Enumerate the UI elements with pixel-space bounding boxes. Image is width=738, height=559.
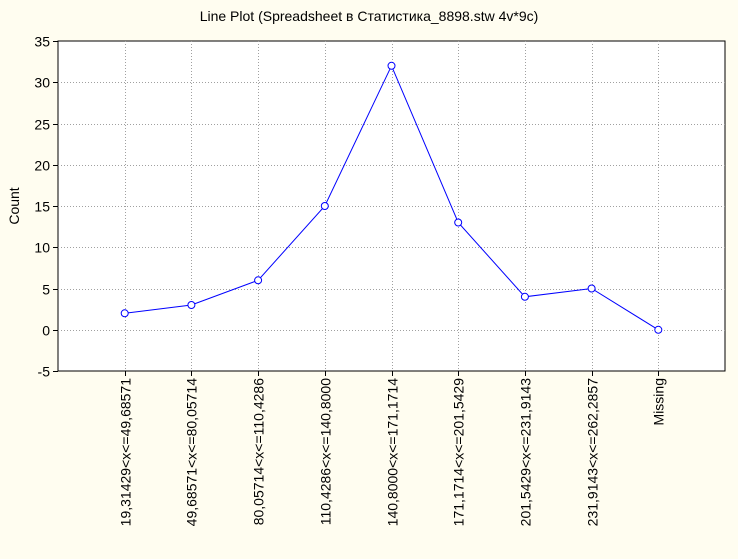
x-tick-label: 49,68571<x<=80,05714 <box>184 378 200 527</box>
x-tick-labels: 19,31429<x<=49,68571 49,68571<x<=80,05714… <box>118 378 667 527</box>
x-tick-label: 231,9143<x<=262,2857 <box>585 378 601 527</box>
data-point <box>520 292 529 301</box>
y-tick-label: -5 <box>38 364 51 380</box>
y-tick-label: 0 <box>42 323 50 339</box>
y-tick-label: 35 <box>34 34 50 50</box>
x-tick-label: 80,05714<x<=110,4286 <box>251 378 267 525</box>
y-tick-label: 15 <box>34 199 50 215</box>
y-tick-label: 10 <box>34 240 50 256</box>
x-tick-label: 171,1714<x<=201,5429 <box>451 378 467 527</box>
y-tick-labels: -5 0 5 10 15 20 25 30 35 <box>34 34 50 380</box>
x-tick-label: 19,31429<x<=49,68571 <box>118 378 134 527</box>
x-tick-label: Missing <box>651 378 667 425</box>
data-point <box>387 61 396 70</box>
data-point <box>454 218 463 227</box>
chart-title: Line Plot (Spreadsheet в Статистика_8898… <box>200 8 539 24</box>
x-tick-label: 110,4286<x<=140,8000 <box>318 378 334 525</box>
data-point <box>120 309 129 318</box>
y-tick-label: 30 <box>34 75 50 91</box>
x-tick-label: 201,5429<x<=231,9143 <box>518 378 534 527</box>
x-tick-label: 140,8000<x<=171,1714 <box>385 378 401 527</box>
data-point <box>320 202 329 210</box>
y-tick-label: 20 <box>34 158 50 174</box>
axis-ticks <box>53 41 659 376</box>
y-tick-label: 5 <box>42 282 50 298</box>
series-line <box>120 61 663 334</box>
y-tick-label: 25 <box>34 117 50 133</box>
data-point <box>254 276 263 285</box>
data-point <box>654 325 663 334</box>
data-point <box>187 301 196 309</box>
data-point <box>587 284 596 293</box>
y-axis-label: Count <box>6 187 22 224</box>
